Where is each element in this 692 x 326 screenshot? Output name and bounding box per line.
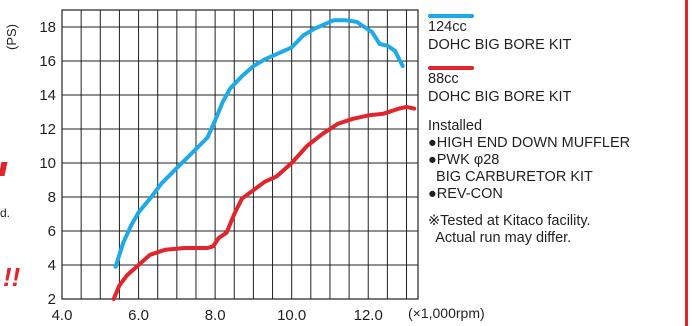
tick-labels: 2 4 6 8 10 12 14 16 18 4.0 6.0 8.0 10.0 12.0	[39, 19, 383, 324]
y-axis-title: (PS)	[4, 24, 19, 50]
notes-item-pwk: ●PWK φ28	[428, 152, 500, 168]
axes	[61, 9, 419, 300]
legend-label-88cc-kit: DOHC BIG BORE KIT	[428, 89, 572, 105]
legend-label-124cc: 124cc	[428, 19, 467, 35]
x-axis-title: (×1,000rpm)	[408, 305, 485, 321]
footnote-line-1: ※Tested at Kitaco facility.	[428, 213, 591, 229]
y-tick-label: 2	[48, 291, 56, 308]
x-tick-label: 10.0	[277, 307, 306, 324]
notes-item-muffler: ●HIGH END DOWN MUFFLER	[428, 135, 631, 151]
cropped-exclamation: !!	[3, 262, 21, 292]
legend-label-124cc-kit: DOHC BIG BORE KIT	[428, 37, 572, 53]
legend-label-88cc: 88cc	[428, 71, 459, 87]
cropped-text: d.	[0, 206, 11, 220]
legend-item-124cc: 124cc DOHC BIG BORE KIT	[428, 14, 678, 54]
y-tick-label: 18	[39, 19, 56, 36]
y-tick-label: 16	[39, 53, 56, 70]
notes-item-carb: BIG CARBURETOR KIT	[428, 169, 593, 185]
series-line-88cc	[111, 104, 417, 301]
series-layer	[111, 18, 417, 301]
installed-notes: Installed ●HIGH END DOWN MUFFLER ●PWK φ2…	[428, 118, 678, 203]
x-tick-label: 12.0	[354, 307, 383, 324]
footnote-line-2: Actual run may differ.	[428, 230, 572, 246]
grid	[62, 10, 418, 300]
right-edge-bar	[685, 0, 688, 326]
legend-item-88cc: 88cc DOHC BIG BORE KIT	[428, 66, 678, 106]
notes-heading: Installed	[428, 118, 483, 134]
y-tick-label: 8	[48, 189, 56, 206]
y-tick-label: 14	[39, 87, 56, 104]
legend: 124cc DOHC BIG BORE KIT 88cc DOHC BIG BO…	[428, 10, 678, 247]
legend-swatch-blue	[428, 14, 474, 18]
series-line-124cc	[113, 18, 405, 269]
x-tick-label: 4.0	[52, 307, 73, 324]
footnote: ※Tested at Kitaco facility. Actual run m…	[428, 213, 678, 247]
notes-item-revcon: ●REV-CON	[428, 186, 503, 202]
y-tick-label: 4	[48, 257, 56, 274]
legend-swatch-red	[428, 66, 474, 70]
x-tick-label: 6.0	[128, 307, 149, 324]
y-tick-label: 10	[39, 155, 56, 172]
plot-frame	[61, 9, 419, 300]
x-tick-label: 8.0	[205, 307, 226, 324]
y-tick-label: 12	[39, 121, 56, 138]
y-tick-label: 6	[48, 223, 56, 240]
